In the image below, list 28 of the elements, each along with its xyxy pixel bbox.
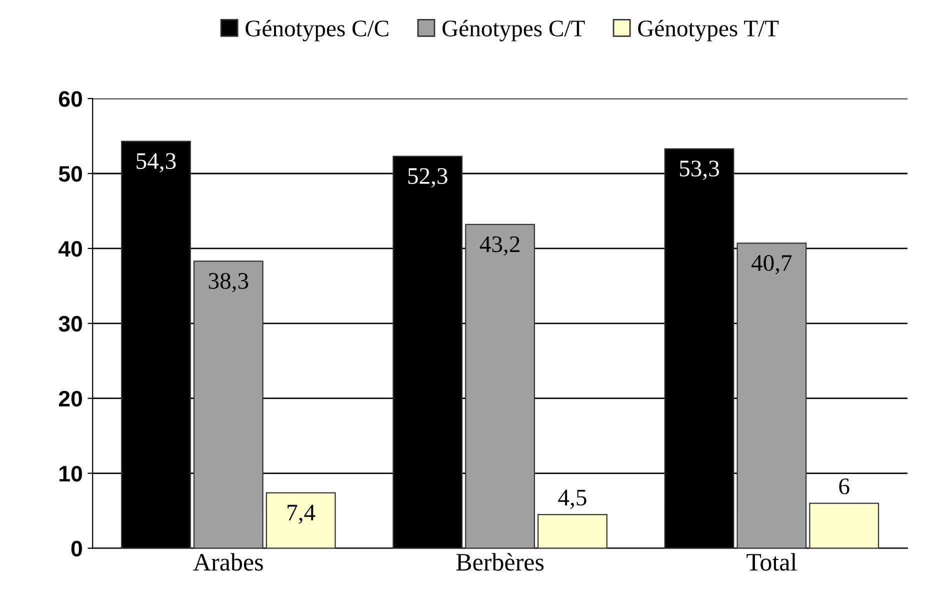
x-tick-label: Arabes: [193, 553, 263, 571]
x-tick-label: Berbères: [456, 553, 544, 571]
bar: [266, 492, 336, 548]
y-tick-label: 50: [58, 166, 82, 182]
bar: [465, 224, 535, 548]
data-label: 52,3: [408, 168, 448, 188]
y-tick-label: 60: [58, 91, 82, 107]
legend-label: Génotypes C/T: [442, 20, 585, 42]
bar: [193, 260, 264, 548]
data-label: 54,3: [136, 153, 176, 172]
data-label: 40,7: [751, 255, 792, 274]
bar: [538, 514, 608, 548]
y-tick-label: 40: [58, 240, 82, 257]
data-label: 6: [839, 478, 850, 494]
y-tick-label: 0: [71, 540, 82, 557]
legend-label: Génotypes T/T: [638, 20, 779, 42]
data-label: 43,2: [480, 236, 520, 256]
y-tick-label: 20: [58, 390, 82, 407]
y-tick-label: 10: [60, 466, 82, 482]
legend-label: Génotypes C/C: [246, 20, 388, 42]
bar: [736, 242, 807, 548]
bar: [809, 502, 880, 548]
data-label: 7,4: [288, 504, 316, 524]
data-label: 4,5: [558, 490, 586, 509]
data-label: 53,3: [680, 160, 719, 180]
x-tick-label: Total: [746, 553, 797, 571]
y-tick-label: 30: [58, 316, 82, 332]
data-label: 38,3: [208, 272, 248, 292]
